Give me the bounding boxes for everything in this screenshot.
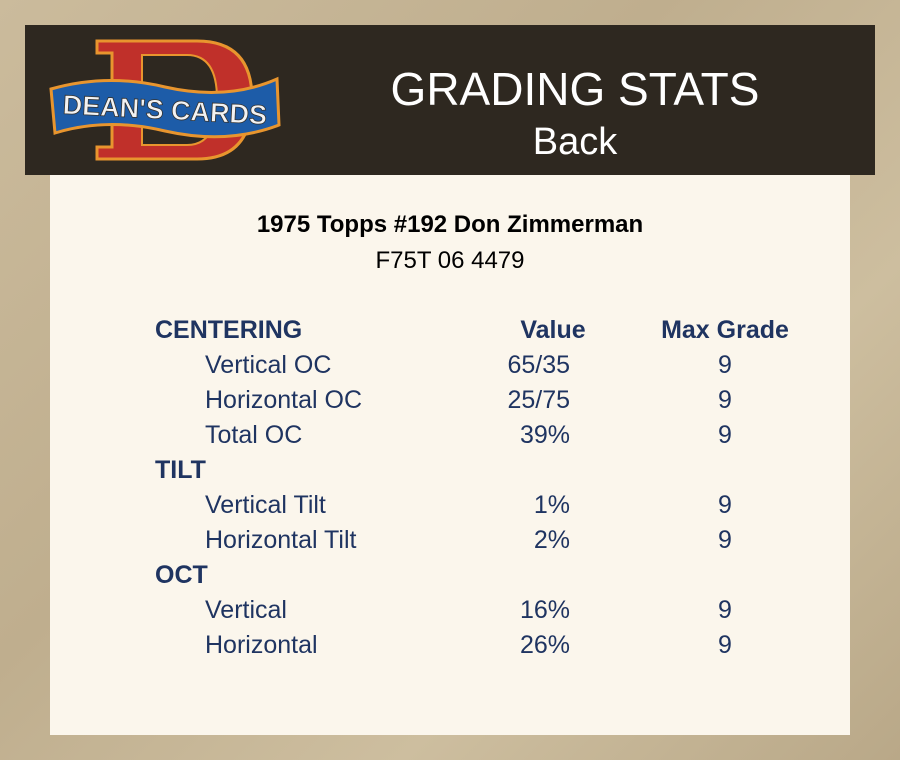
section-header-row: OCT bbox=[50, 561, 850, 596]
row-max-grade: 9 bbox=[718, 491, 732, 519]
page-title: GRADING STATS bbox=[390, 63, 760, 115]
row-max-grade: 9 bbox=[718, 631, 732, 659]
column-header-max-grade: Max Grade bbox=[661, 316, 789, 344]
column-header-value: Value bbox=[520, 316, 586, 344]
row-label: Horizontal OC bbox=[205, 386, 362, 414]
card-title: 1975 Topps #192 Don Zimmerman bbox=[256, 211, 644, 238]
row-max-grade: 9 bbox=[718, 351, 732, 379]
table-row: Vertical OC 65/35 9 bbox=[50, 351, 850, 386]
row-label: Vertical Tilt bbox=[205, 491, 326, 519]
table-row: Total OC 39% 9 bbox=[50, 421, 850, 456]
table-row: Horizontal OC 25/75 9 bbox=[50, 386, 850, 421]
row-label: Horizontal Tilt bbox=[205, 526, 357, 554]
section-header-row: TILT bbox=[50, 456, 850, 491]
row-value: 2% bbox=[533, 526, 570, 554]
row-max-grade: 9 bbox=[718, 596, 732, 624]
row-value: 25/75 bbox=[507, 386, 570, 414]
row-label: Total OC bbox=[205, 421, 303, 449]
row-value: 39% bbox=[519, 421, 570, 449]
section-header-row: CENTERING Value Max Grade bbox=[50, 316, 850, 351]
row-value: 26% bbox=[519, 631, 570, 659]
table-row: Vertical Tilt 1% 9 bbox=[50, 491, 850, 526]
row-max-grade: 9 bbox=[718, 386, 732, 414]
stats-panel: 1975 Topps #192 Don Zimmerman F75T 06 44… bbox=[50, 175, 850, 735]
row-max-grade: 9 bbox=[718, 421, 732, 449]
table-row: Horizontal Tilt 2% 9 bbox=[50, 526, 850, 561]
row-label: Vertical bbox=[205, 596, 287, 624]
header: DEAN'S CARDS GRADING STATS Back bbox=[25, 25, 875, 175]
section-label: OCT bbox=[155, 561, 208, 589]
table-row: Horizontal 26% 9 bbox=[50, 631, 850, 666]
row-value: 16% bbox=[519, 596, 570, 624]
table-row: Vertical 16% 9 bbox=[50, 596, 850, 631]
page-subtitle: Back bbox=[532, 121, 618, 163]
row-max-grade: 9 bbox=[718, 526, 732, 554]
row-label: Horizontal bbox=[205, 631, 318, 659]
row-label: Vertical OC bbox=[205, 351, 332, 379]
deans-cards-logo: DEAN'S CARDS bbox=[49, 39, 281, 161]
section-label: TILT bbox=[155, 456, 206, 484]
section-label: CENTERING bbox=[155, 316, 303, 344]
row-value: 65/35 bbox=[507, 351, 570, 379]
row-value: 1% bbox=[533, 491, 570, 519]
card-id: F75T 06 4479 bbox=[375, 247, 525, 274]
